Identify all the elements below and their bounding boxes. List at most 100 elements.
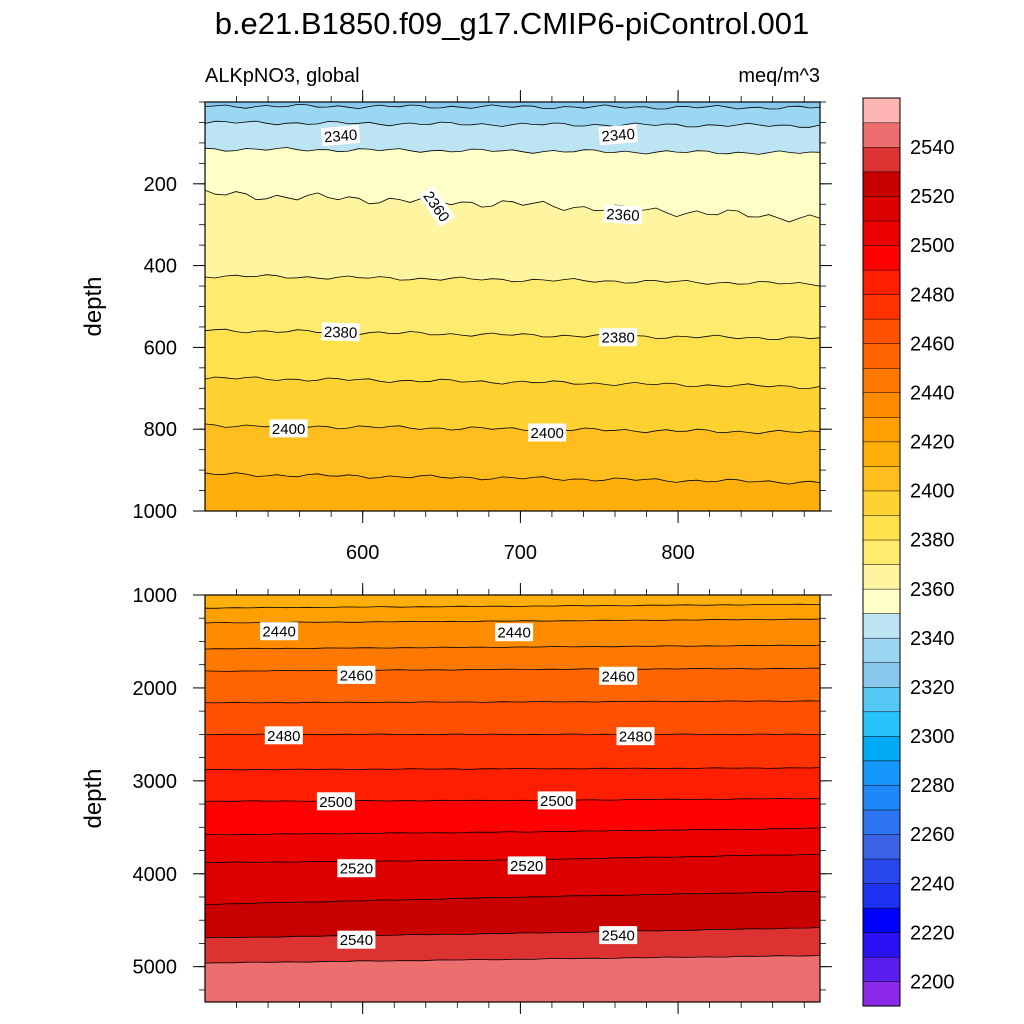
contour-band [205,423,820,485]
svg-text:2380: 2380 [602,330,635,347]
colorbar-swatch [862,539,901,565]
colorbar-label: 2320 [910,677,955,699]
svg-text:2340: 2340 [601,126,636,146]
colorbar-label: 2440 [910,383,955,405]
svg-text:2400: 2400 [272,421,305,438]
colorbar: 2200 2220 2240 2260 2280 2300 2320 2340 2360 2380… [862,97,955,1007]
colorbar-label: 2340 [910,628,955,650]
colorbar-swatch [862,122,901,148]
colorbar-label: 2500 [910,235,955,257]
colorbar-swatch [862,858,901,884]
colorbar-swatch [862,195,901,222]
contour-line [205,955,820,964]
contour-line [205,103,820,110]
svg-text:2480: 2480 [619,729,652,746]
contour-label: 2360 [603,204,643,225]
contour-label: 2500 [316,792,355,811]
svg-text:2480: 2480 [267,728,300,745]
contour-label: 2520 [507,856,546,875]
contour-label: 2540 [337,930,376,949]
contour-line [205,767,820,771]
colorbar-swatch [862,883,901,909]
y-axis-label: depth [80,768,107,828]
colorbar-swatch [862,146,901,173]
contour-band [205,329,820,389]
svg-text:2520: 2520 [510,858,543,875]
y-tick-label: 400 [144,256,177,278]
contour-band [205,274,820,340]
y-tick-label: 5000 [133,957,178,979]
right-subtitle: meq/m^3 [738,65,820,87]
colorbar-swatch [862,465,901,492]
svg-text:2500: 2500 [319,794,352,811]
colorbar-label: 2260 [910,824,955,846]
colorbar-swatch [862,760,901,786]
svg-text:2380: 2380 [324,324,358,342]
colorbar-swatch [862,367,901,394]
contour-band [205,734,820,770]
chart-title: b.e21.B1850.f09_g17.CMIP6-piControl.001 [215,6,810,41]
colorbar-swatch [862,490,901,516]
colorbar-swatch [862,171,901,197]
colorbar-label: 2460 [910,333,955,355]
svg-text:2500: 2500 [540,793,573,810]
y-tick-label: 200 [144,174,177,196]
contour-line [205,891,820,906]
contour-line [205,472,820,485]
colorbar-label: 2220 [910,922,955,944]
colorbar-swatch [862,244,901,271]
colorbar-label: 2300 [910,726,955,748]
y-tick-label: 4000 [133,864,178,886]
svg-text:2460: 2460 [602,668,635,685]
y-tick-label: 600 [144,337,177,359]
colorbar-swatch [862,784,901,811]
colorbar-swatch [862,220,901,246]
contour-label: 2380 [599,328,638,347]
colorbar-swatch [862,932,901,958]
colorbar-swatch [862,662,901,688]
contour-label: 2480 [616,727,655,746]
contour-label: 2500 [537,791,576,810]
contour-label: 2340 [598,124,638,146]
contour-line [205,603,820,609]
colorbar-swatch [862,735,901,762]
colorbar-swatch [862,686,901,713]
colorbar-swatch [862,637,901,663]
contour-band [205,376,820,434]
contour-band [205,891,820,938]
y-tick-label: 3000 [133,771,178,793]
colorbar-swatch [862,269,901,295]
colorbar-swatch [862,343,901,369]
contour-band [205,700,820,735]
y-tick-label: 800 [144,419,177,441]
contour-label: 2540 [599,926,638,945]
contour-label: 2400 [269,419,308,438]
colorbar-label: 2520 [910,186,955,208]
colorbar-swatch [862,416,901,443]
contour-label: 2380 [321,322,360,342]
contour-label: 2520 [337,859,376,878]
colorbar-swatch [862,907,901,933]
y-tick-label: 1000 [133,585,178,607]
contour-label: 2460 [599,666,638,685]
svg-text:2440: 2440 [262,624,295,641]
contour-band [205,955,820,1002]
colorbar-swatch [862,809,901,835]
colorbar-swatch [862,514,901,541]
contour-line [205,733,820,736]
x-tick-label: 700 [504,542,537,564]
contour-band [205,190,820,287]
contour-band [205,645,820,672]
colorbar-swatch [862,392,901,418]
svg-text:2440: 2440 [497,625,530,642]
svg-text:2540: 2540 [340,932,373,949]
colorbar-label: 2380 [910,530,955,552]
colorbar-swatch [862,981,901,1007]
contour-band [205,767,820,802]
lower-panel: 2440 2440 2460 2460 2480 2480 2500 2500 2520 2520… [80,583,832,1014]
colorbar-swatch [862,588,901,614]
colorbar-swatch [862,97,901,124]
contour-band [205,604,820,623]
contour-line [205,798,820,802]
